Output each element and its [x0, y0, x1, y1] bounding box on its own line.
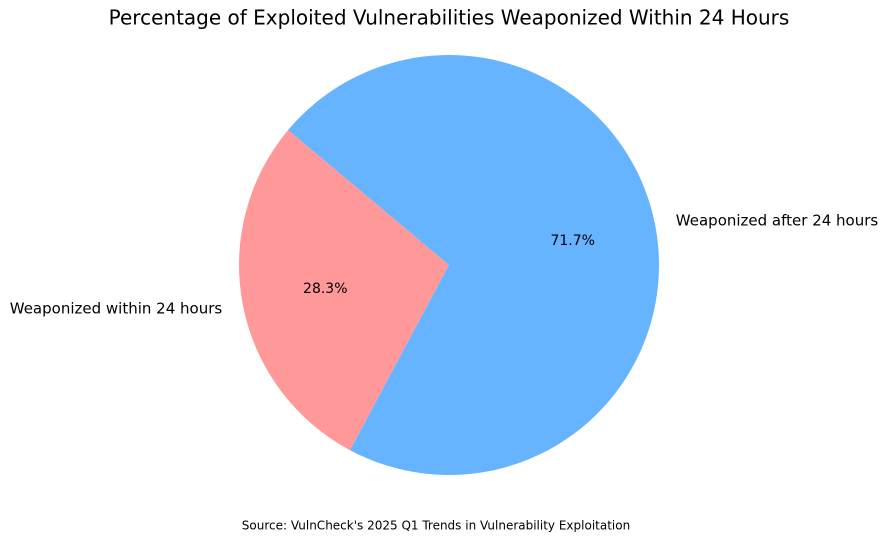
chart-title: Percentage of Exploited Vulnerabilities … [109, 6, 790, 30]
value-label: 28.3% [303, 281, 347, 297]
category-label: Weaponized within 24 hours [10, 299, 223, 317]
source-note: Source: VulnCheck's 2025 Q1 Trends in Vu… [242, 519, 630, 533]
value-label: 71.7% [550, 233, 594, 249]
pie-slice [288, 55, 659, 476]
pie-slice [239, 130, 449, 451]
category-label: Weaponized after 24 hours [676, 212, 879, 230]
